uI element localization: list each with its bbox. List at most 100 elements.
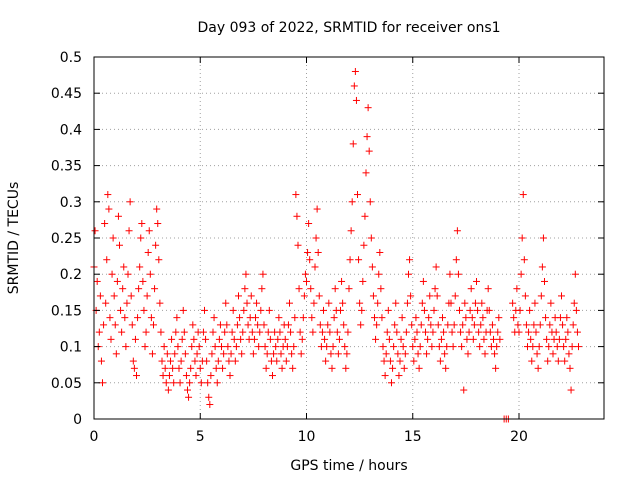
data-point: [114, 212, 122, 220]
data-point: [318, 328, 326, 336]
data-point: [224, 343, 232, 351]
data-point: [221, 328, 229, 336]
data-point: [410, 357, 418, 365]
data-point: [519, 191, 527, 199]
data-point: [244, 321, 252, 329]
data-point: [308, 314, 316, 322]
data-point: [176, 379, 184, 387]
data-point: [366, 198, 374, 206]
data-point: [493, 343, 501, 351]
data-point: [527, 335, 535, 343]
data-point: [534, 364, 542, 372]
data-point: [369, 292, 377, 300]
data-point: [463, 335, 471, 343]
data-point: [193, 350, 201, 358]
data-point: [418, 299, 426, 307]
data-point: [252, 314, 259, 322]
data-point: [103, 256, 111, 264]
data-point: [458, 343, 466, 351]
data-point: [160, 343, 168, 351]
data-point: [147, 314, 155, 322]
data-point: [533, 350, 541, 358]
data-point: [153, 205, 161, 213]
data-point: [520, 256, 528, 264]
data-point: [273, 357, 281, 365]
y-tick-label: 0.2: [60, 267, 82, 283]
data-point: [206, 401, 214, 409]
data-point: [536, 321, 544, 329]
data-point: [265, 306, 273, 314]
data-point: [141, 343, 149, 351]
data-point: [552, 328, 560, 336]
data-point: [554, 357, 562, 365]
data-point: [171, 350, 179, 358]
data-point: [486, 328, 494, 336]
data-point: [440, 328, 448, 336]
data-point: [291, 314, 299, 322]
data-point: [359, 277, 367, 285]
data-point: [412, 314, 420, 322]
data-point: [357, 321, 365, 329]
data-point: [381, 372, 389, 380]
data-point: [178, 335, 186, 343]
data-point: [491, 350, 499, 358]
data-point: [180, 328, 188, 336]
data-point: [402, 328, 410, 336]
data-point: [204, 379, 212, 387]
data-point: [464, 350, 472, 358]
data-point: [467, 285, 475, 293]
x-axis-label: GPS time / hours: [290, 458, 407, 474]
data-point: [567, 386, 575, 394]
data-point: [373, 321, 381, 329]
data-point: [116, 241, 123, 249]
data-point: [111, 321, 119, 329]
data-point: [392, 299, 400, 307]
data-point: [546, 321, 554, 329]
data-point: [437, 335, 445, 343]
data-point: [558, 292, 565, 300]
data-point: [105, 205, 113, 213]
data-point: [289, 364, 297, 372]
y-tick-label: 0.3: [60, 195, 82, 211]
data-point: [127, 292, 135, 300]
data-point: [385, 335, 393, 343]
data-point: [422, 328, 429, 336]
data-point: [305, 220, 313, 228]
data-point: [476, 343, 484, 351]
data-point: [242, 270, 250, 278]
data-point: [411, 335, 419, 343]
data-point: [529, 343, 537, 351]
data-point: [175, 364, 183, 372]
data-point: [361, 212, 369, 220]
data-point: [543, 335, 551, 343]
data-point: [363, 133, 371, 141]
data-point: [331, 285, 339, 293]
data-point: [495, 314, 503, 322]
data-point: [376, 248, 384, 256]
data-point: [201, 306, 208, 314]
data-point: [122, 343, 130, 351]
data-point: [356, 299, 364, 307]
data-point: [396, 357, 404, 365]
data-point: [383, 328, 391, 336]
data-point: [260, 321, 268, 329]
data-point: [181, 350, 189, 358]
data-point: [333, 328, 341, 336]
data-point: [326, 328, 334, 336]
data-point: [97, 357, 105, 365]
data-point: [453, 227, 461, 235]
data-point: [397, 335, 405, 343]
data-point: [203, 357, 211, 365]
data-point: [100, 321, 108, 329]
data-point: [240, 306, 248, 314]
data-point: [186, 379, 194, 387]
data-point: [190, 335, 198, 343]
data-point: [468, 314, 476, 322]
data-point: [316, 321, 324, 329]
data-point: [358, 306, 366, 314]
data-point: [375, 270, 383, 278]
data-point: [139, 277, 147, 285]
data-point: [167, 357, 174, 365]
data-point: [208, 350, 216, 358]
data-point: [321, 335, 329, 343]
